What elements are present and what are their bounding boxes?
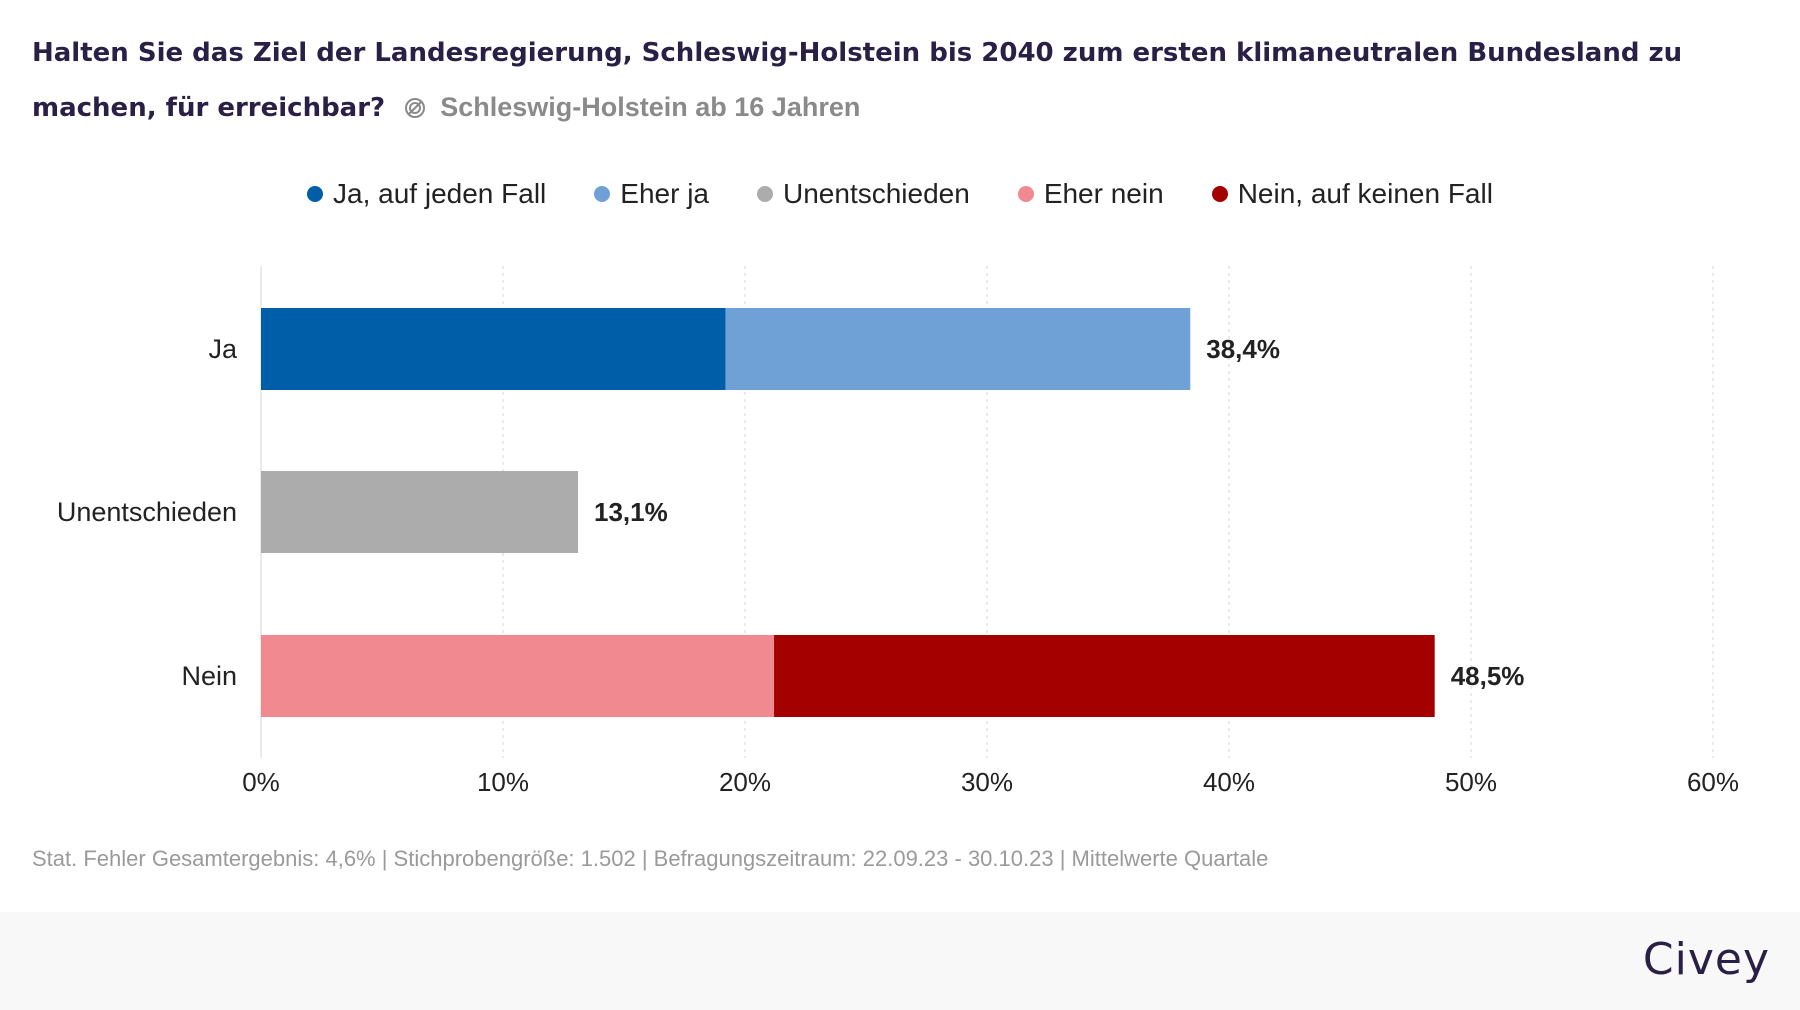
bar-segment (261, 635, 775, 717)
verified-ring-icon (405, 98, 426, 118)
bar-segment (261, 471, 579, 553)
footer-note: Stat. Fehler Gesamtergebnis: 4,6% | Stic… (32, 846, 1269, 871)
legend-dot (1211, 186, 1228, 202)
x-tick-label: 50% (1445, 767, 1497, 797)
chart-subtitle: Schleswig-Holstein ab 16 Jahren (440, 92, 861, 122)
legend-item-nein-auf-keinen-fall: Nein, auf keinen Fall (1211, 178, 1493, 210)
legend-dot (594, 186, 611, 202)
chart-title: Halten Sie das Ziel der Landesregierung,… (32, 26, 1772, 135)
legend-dot (757, 186, 773, 202)
legend-item-ja-auf-jeden-fall: Ja, auf jeden Fall (307, 178, 546, 210)
bar-segment (261, 308, 726, 390)
legend: Ja, auf jeden Fall Eher ja Unentschieden… (0, 178, 1800, 210)
legend-item-unentschieden: Unentschieden (757, 178, 970, 210)
data-label: 13,1% (594, 497, 668, 527)
legend-item-eher-ja: Eher ja (594, 178, 709, 210)
x-tick-label: 30% (961, 767, 1013, 797)
footer-band: Civey (0, 912, 1800, 1010)
legend-dot (1017, 186, 1034, 202)
legend-label: Unentschieden (783, 178, 970, 209)
bar-segment (774, 635, 1435, 717)
data-label: 48,5% (1451, 661, 1525, 691)
x-tick-label: 20% (719, 767, 771, 797)
legend-label: Eher ja (620, 178, 709, 209)
legend-label: Nein, auf keinen Fall (1237, 178, 1493, 209)
legend-label: Ja, auf jeden Fall (333, 178, 547, 209)
category-label: Ja (208, 334, 238, 364)
x-tick-label: 0% (242, 767, 280, 797)
x-tick-label: 60% (1687, 767, 1739, 797)
category-label: Nein (181, 661, 237, 691)
x-tick-label: 10% (477, 767, 529, 797)
bar-segment (725, 308, 1191, 390)
data-label: 38,4% (1206, 334, 1280, 364)
brand-logo: Civey (1642, 934, 1770, 985)
legend-dot (307, 186, 324, 202)
category-label: Unentschieden (57, 497, 237, 527)
legend-label: Eher nein (1043, 178, 1164, 209)
bar-chart: 0% 10% 20% 30% 40% 50% 60% Ja 38,4% Unentschieden… (57, 266, 1739, 797)
legend-item-eher-nein: Eher nein (1017, 178, 1164, 210)
chart-title-text: Halten Sie das Ziel der Landesregierung,… (32, 38, 1683, 123)
x-tick-label: 40% (1203, 767, 1255, 797)
